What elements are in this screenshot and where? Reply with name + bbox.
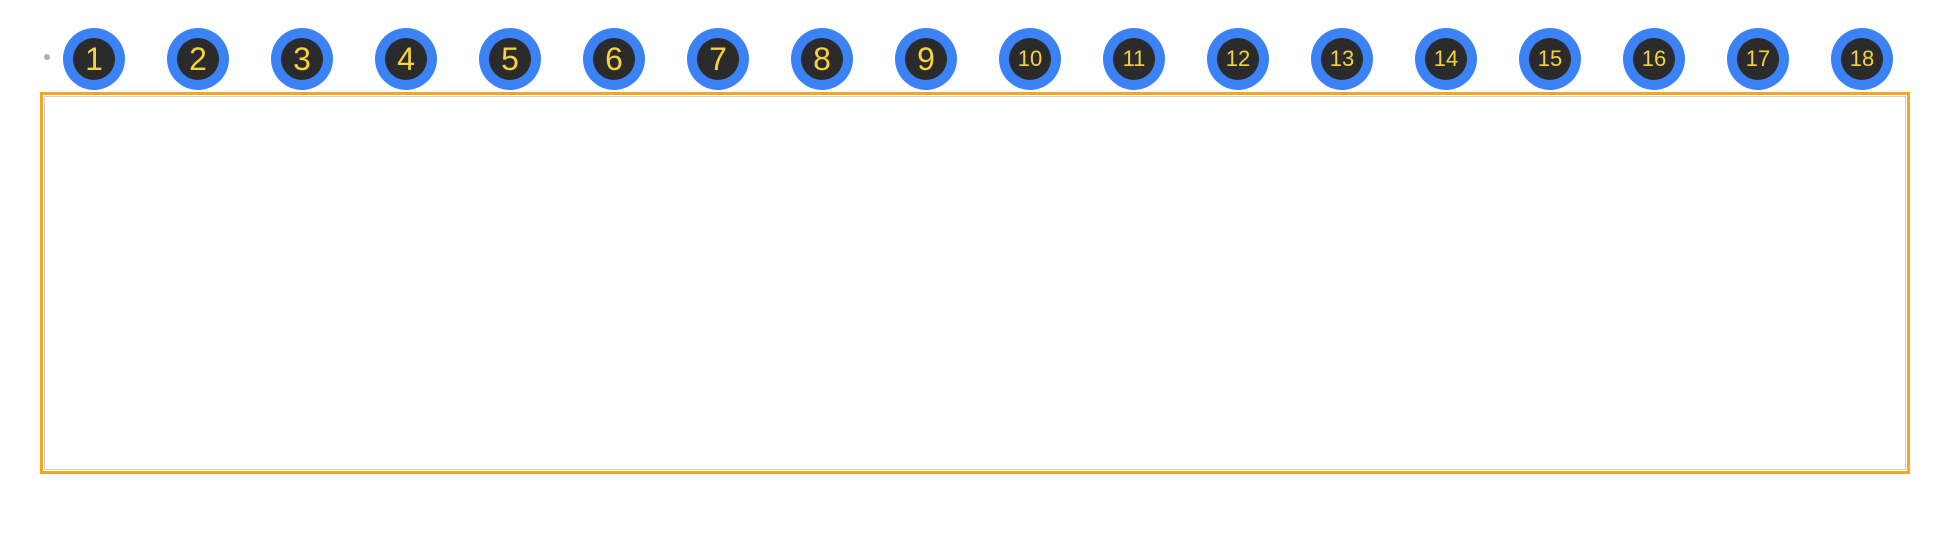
pin-label: 9: [917, 43, 935, 75]
pin-12: 12: [1207, 28, 1269, 90]
pin-hole: 12: [1217, 38, 1259, 80]
pin-hole: 14: [1425, 38, 1467, 80]
component-outline-inner: [44, 96, 1906, 470]
pin-hole: 3: [281, 38, 323, 80]
pin-16: 16: [1623, 28, 1685, 90]
pin-label: 3: [293, 43, 311, 75]
pin-label: 13: [1330, 48, 1354, 70]
pin-hole: 15: [1529, 38, 1571, 80]
pin-hole: 13: [1321, 38, 1363, 80]
pin-label: 12: [1226, 48, 1250, 70]
pin-hole: 1: [73, 38, 115, 80]
pin-hole: 7: [697, 38, 739, 80]
pin-11: 11: [1103, 28, 1165, 90]
pin-15: 15: [1519, 28, 1581, 90]
pin-2: 2: [167, 28, 229, 90]
pin-hole: 5: [489, 38, 531, 80]
pin-6: 6: [583, 28, 645, 90]
pin-label: 18: [1850, 48, 1874, 70]
pin-hole: 8: [801, 38, 843, 80]
pin-label: 4: [397, 43, 415, 75]
pin-14: 14: [1415, 28, 1477, 90]
pin-hole: 4: [385, 38, 427, 80]
pin-label: 1: [85, 43, 103, 75]
pin-label: 5: [501, 43, 519, 75]
pin-13: 13: [1311, 28, 1373, 90]
pin-label: 6: [605, 43, 623, 75]
pin-hole: 18: [1841, 38, 1883, 80]
pin-5: 5: [479, 28, 541, 90]
pin-hole: 17: [1737, 38, 1779, 80]
pin-8: 8: [791, 28, 853, 90]
pin-hole: 16: [1633, 38, 1675, 80]
pin-10: 10: [999, 28, 1061, 90]
pin-1: 1: [63, 28, 125, 90]
pin-label: 8: [813, 43, 831, 75]
pin-hole: 2: [177, 38, 219, 80]
pin-3: 3: [271, 28, 333, 90]
pin-hole: 10: [1009, 38, 1051, 80]
pin-label: 2: [189, 43, 207, 75]
pin-label: 10: [1018, 48, 1042, 70]
diagram-canvas: 123456789101112131415161718: [0, 0, 1949, 533]
pin-label: 7: [709, 43, 727, 75]
pin-label: 17: [1746, 48, 1770, 70]
pin-label: 11: [1123, 48, 1146, 70]
pin-18: 18: [1831, 28, 1893, 90]
pin-label: 16: [1642, 48, 1666, 70]
pin-label: 14: [1434, 48, 1458, 70]
pin-hole: 6: [593, 38, 635, 80]
pin-hole: 9: [905, 38, 947, 80]
pin-hole: 11: [1113, 38, 1155, 80]
pin-label: 15: [1538, 48, 1562, 70]
pin-7: 7: [687, 28, 749, 90]
pin-9: 9: [895, 28, 957, 90]
pin-4: 4: [375, 28, 437, 90]
origin-marker: [44, 54, 50, 60]
pin-17: 17: [1727, 28, 1789, 90]
